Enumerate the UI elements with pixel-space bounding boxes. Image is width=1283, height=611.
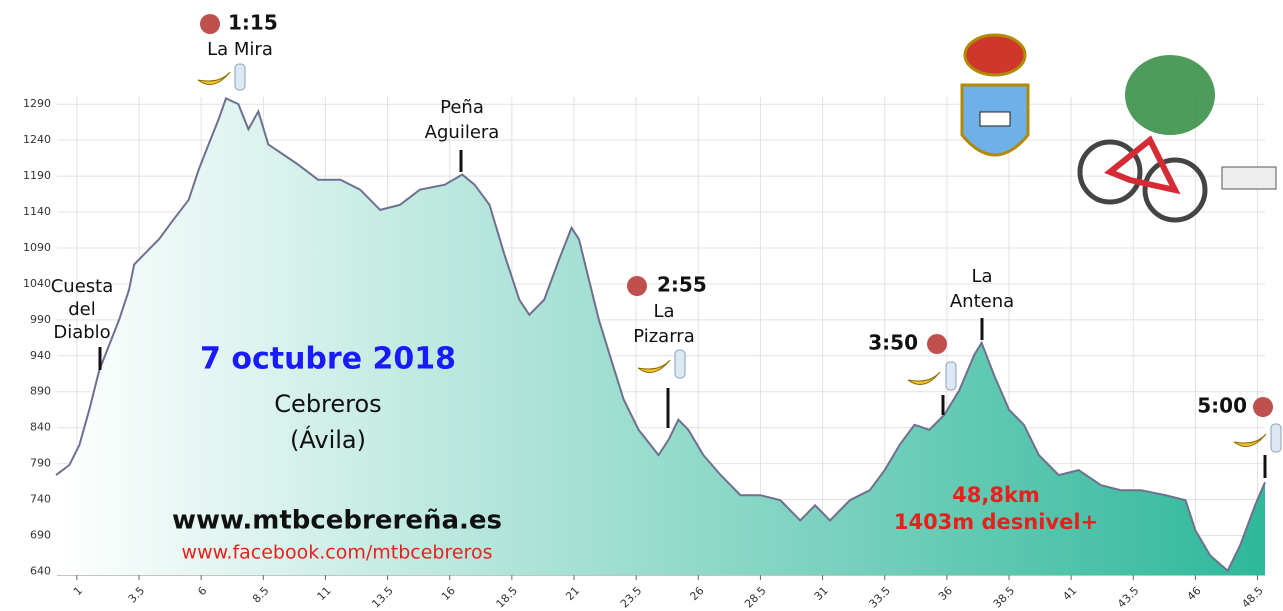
coat-of-arms [960,33,1030,157]
annotation: del [68,299,96,320]
y-tick-label: 1290 [23,97,51,110]
annotation: La [653,301,674,322]
y-tick-label: 1090 [23,241,51,254]
y-tick-label: 740 [30,493,51,506]
icons [197,14,1282,453]
annotation: 3:50 [868,331,918,355]
profile-line [55,97,1266,573]
annotation: La [971,266,992,287]
y-tick-label: 890 [30,385,51,398]
annotation: 1403m desnivel+ [894,510,1098,534]
y-tick-label: 840 [30,421,51,434]
annotation: Diablo [53,322,110,343]
x-tick-label: 11 [315,584,334,603]
annotation: 2:55 [657,273,707,297]
x-tick-label: 6 [195,584,209,598]
annotation: 5:00 [1197,394,1247,418]
annotation: www.mtbcebrereña.es [172,506,502,536]
annotation: La Mira [207,39,273,60]
x-tick-label: 28.5 [742,584,769,611]
annotation: 1:15 [228,11,278,35]
x-tick-label: 26 [687,584,706,603]
x-tick-label: 23.5 [618,584,645,611]
y-tick-label: 1040 [23,277,51,290]
annotation: www.facebook.com/mtbcebreros [182,542,493,564]
x-tick-label: 41 [1060,584,1079,603]
annotation: 48,8km [952,483,1040,507]
annotation: Aguilera [425,122,500,143]
x-tick-label: 13.5 [369,584,396,611]
annotation: Peña [440,97,484,118]
area [56,98,1265,576]
x-tick-label: 33.5 [866,584,893,611]
annotation: Antena [950,291,1014,312]
y-tick-label: 1190 [23,169,51,182]
y-tick-label: 1140 [23,205,51,218]
x-tick-label: 36 [936,584,955,603]
x-tick-label: 31 [812,584,831,603]
x-tick-label: 48.5 [1239,584,1266,611]
annotation: 7 octubre 2018 [200,342,456,377]
pointers [98,150,1267,478]
cyclist [1077,55,1277,223]
x-tick-label: 43.5 [1115,584,1142,611]
annotation: Pizarra [633,326,694,347]
profile [55,97,1266,576]
annotation: (Ávila) [290,425,366,454]
y-tick-label: 990 [30,313,51,326]
x-tick-label: 46 [1185,584,1204,603]
x-tick-label: 38.5 [991,584,1018,611]
x-tick-label: 1 [71,584,85,598]
annotation: Cuesta [51,276,114,297]
x-tick-label: 18.5 [494,584,521,611]
y-tick-label: 790 [30,457,51,470]
y-tick-label: 640 [30,564,51,577]
x-tick-label: 3.5 [126,584,148,606]
y-tick-label: 940 [30,349,51,362]
x-tick-label: 16 [439,584,458,603]
annotation: Cebreros [274,390,381,418]
x-tick-label: 21 [563,584,582,603]
x-tick-label: 8.5 [250,584,272,606]
y-tick-label: 1240 [23,133,51,146]
y-tick-label: 690 [30,528,51,541]
